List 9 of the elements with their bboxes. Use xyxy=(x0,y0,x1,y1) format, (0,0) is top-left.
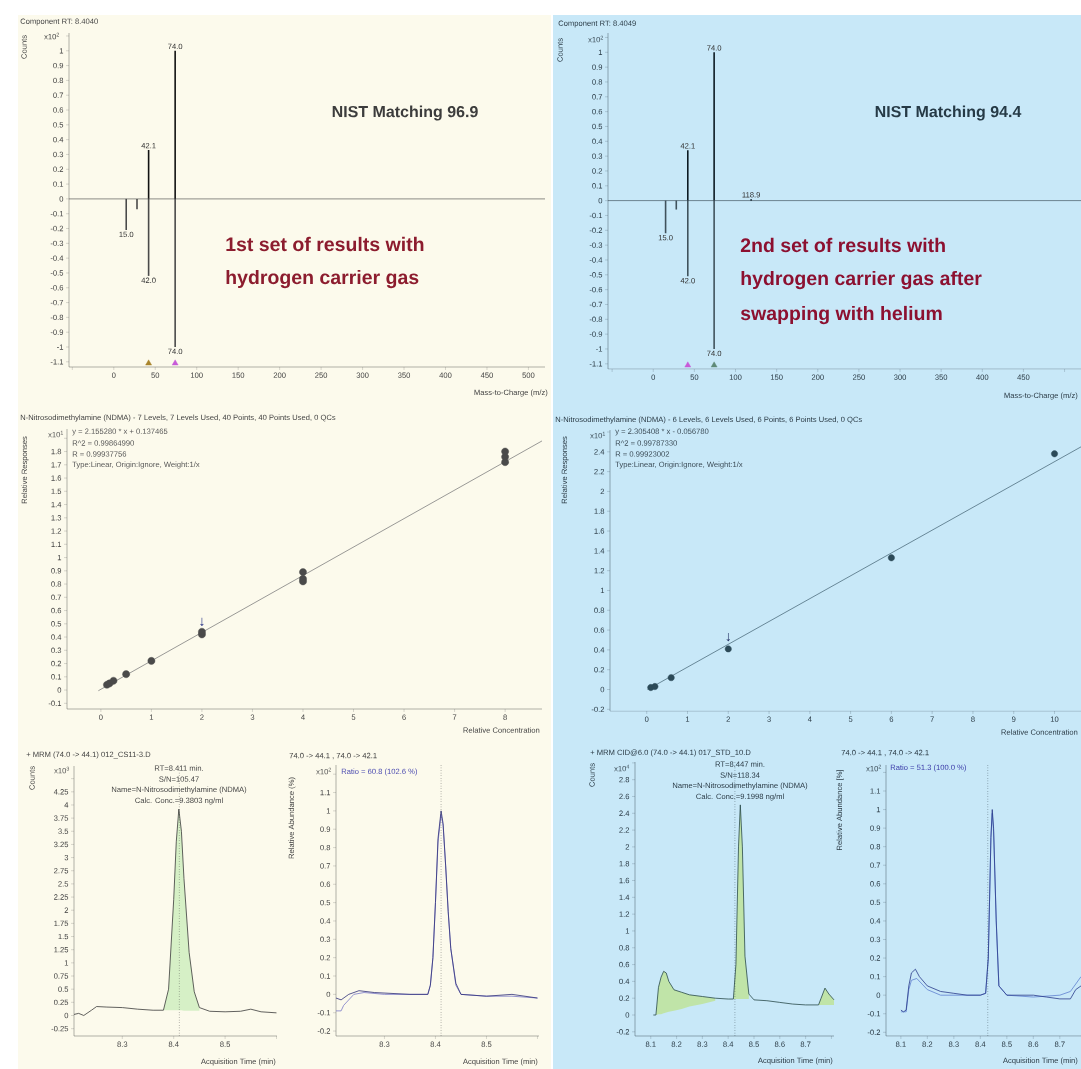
annotation: swapping with helium xyxy=(740,305,942,325)
annotation: ↓ xyxy=(200,617,204,627)
annotation: 2nd set of results with xyxy=(740,237,945,253)
annotation: hydrogen carrier gas after xyxy=(741,270,982,290)
annotation: NIST Matching 94.4 xyxy=(875,105,1022,121)
annotation: 1st set of results with xyxy=(226,236,424,252)
annotation: ↓ xyxy=(726,632,730,642)
annotation: NIST Matching 96.9 xyxy=(332,105,478,121)
annotation: hydrogen carrier gas xyxy=(226,269,419,289)
